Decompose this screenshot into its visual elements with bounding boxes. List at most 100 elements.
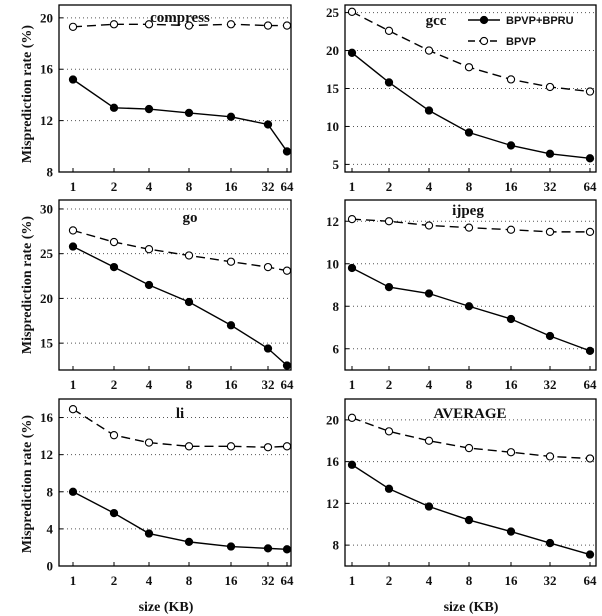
data-point-bpvp [109,20,119,29]
legend-label: BPVP+BPRU [506,15,574,27]
x-tick-label: 64 [584,377,598,392]
x-tick-label: 32 [544,377,557,392]
x-tick-label: 4 [146,573,153,588]
data-point-bpvp-bpru [384,484,394,493]
x-tick-label: 32 [262,179,275,194]
data-point-bpvp [506,448,516,457]
data-point-bpvp-bpru [282,147,292,156]
data-point-bpvp-bpru [109,103,119,112]
panel-title: compress [150,10,210,26]
x-tick-label: 16 [505,573,519,588]
data-point-bpvp-bpru [424,502,434,511]
data-point-bpvp [109,431,119,440]
data-point-bpvp-bpru [184,297,194,307]
data-point-bpvp-bpru [226,542,236,551]
data-point-bpvp-bpru [464,302,474,311]
data-point-bpvp [384,427,394,436]
y-tick-label: 0 [47,559,54,574]
x-tick-label: 1 [349,377,356,392]
data-point-bpvp [424,221,434,230]
data-point-bpvp-bpru [68,487,78,496]
x-tick-label: 8 [466,573,473,588]
data-point-bpvp-bpru [347,263,357,273]
data-point-bpvp-bpru [424,106,434,115]
data-point-bpvp-bpru [226,321,236,330]
y-tick-label: 8 [47,165,54,180]
x-tick-label: 1 [70,573,77,588]
y-tick-label: 25 [326,5,340,20]
x-tick-label: 8 [466,179,473,194]
x-tick-label: 2 [111,179,118,194]
axis-labels-layer: Misprediction rate (%) Misprediction rat… [20,25,499,615]
data-point-bpvp [506,75,516,84]
data-point-bpvp-bpru [464,128,474,137]
data-point-bpvp [144,245,154,254]
x-tick-label: 8 [466,377,473,392]
y-axis-label-row1: Misprediction rate (%) [20,25,35,163]
y-tick-label: 20 [40,10,53,25]
data-point-bpvp-bpru [282,361,292,370]
plot-frame [58,398,292,567]
data-point-bpvp [226,20,236,29]
data-point-bpvp [68,405,78,414]
series-line-bpvp-bpru [72,491,288,550]
data-point-bpvp-bpru [585,154,595,163]
x-tick-label: 32 [262,377,275,392]
data-point-bpvp-bpru [384,282,394,292]
data-point-bpvp-bpru [282,545,292,554]
data-point-bpvp [68,22,78,31]
x-tick-label: 16 [225,573,239,588]
data-point-bpvp-bpru [109,262,119,272]
x-tick-label: 64 [281,573,295,588]
panel-title: ijpeg [452,203,484,219]
data-point-bpvp [464,63,474,72]
series-line-bpvp-bpru [351,464,591,556]
y-axis-label-row3: Misprediction rate (%) [20,415,35,553]
x-axis-label-left: size (KB) [139,600,194,615]
data-point-bpvp-bpru [263,120,273,129]
x-tick-label: 2 [386,179,393,194]
data-point-bpvp [184,21,194,30]
plot-frame [58,199,292,371]
data-point-bpvp-bpru [226,112,236,121]
x-tick-label: 64 [281,179,295,194]
data-point-bpvp-bpru [144,529,154,538]
data-point-bpvp [585,87,595,96]
data-point-bpvp [184,442,194,451]
data-point-bpvp-bpru [184,537,194,547]
x-tick-label: 16 [505,179,519,194]
x-tick-label: 16 [505,377,519,392]
y-tick-label: 12 [326,496,339,511]
data-point-bpvp [384,26,394,35]
y-tick-label: 6 [333,341,340,356]
data-point-bpvp-bpru [347,460,357,469]
series-line-bpvp [72,229,288,272]
data-point-bpvp-bpru [506,141,516,150]
data-point-bpvp [226,442,236,451]
data-point-bpvp-bpru [263,344,273,353]
y-tick-label: 16 [326,454,340,469]
x-tick-label: 32 [544,179,557,194]
y-tick-label: 8 [333,299,340,314]
legend-marker [479,36,489,46]
x-tick-label: 2 [111,573,118,588]
data-point-bpvp [226,257,236,266]
x-tick-label: 4 [426,377,433,392]
plot-frame [58,4,292,173]
data-point-bpvp [506,225,516,234]
data-point-bpvp-bpru [585,550,595,559]
plot-frame [344,398,597,567]
data-point-bpvp [282,21,292,30]
y-tick-label: 30 [40,201,53,216]
y-tick-label: 12 [40,447,53,462]
data-point-bpvp [585,454,595,463]
x-tick-label: 4 [426,179,433,194]
data-point-bpvp [545,82,555,92]
y-tick-label: 12 [326,214,339,229]
data-point-bpvp [585,227,595,237]
x-tick-label: 64 [281,377,295,392]
